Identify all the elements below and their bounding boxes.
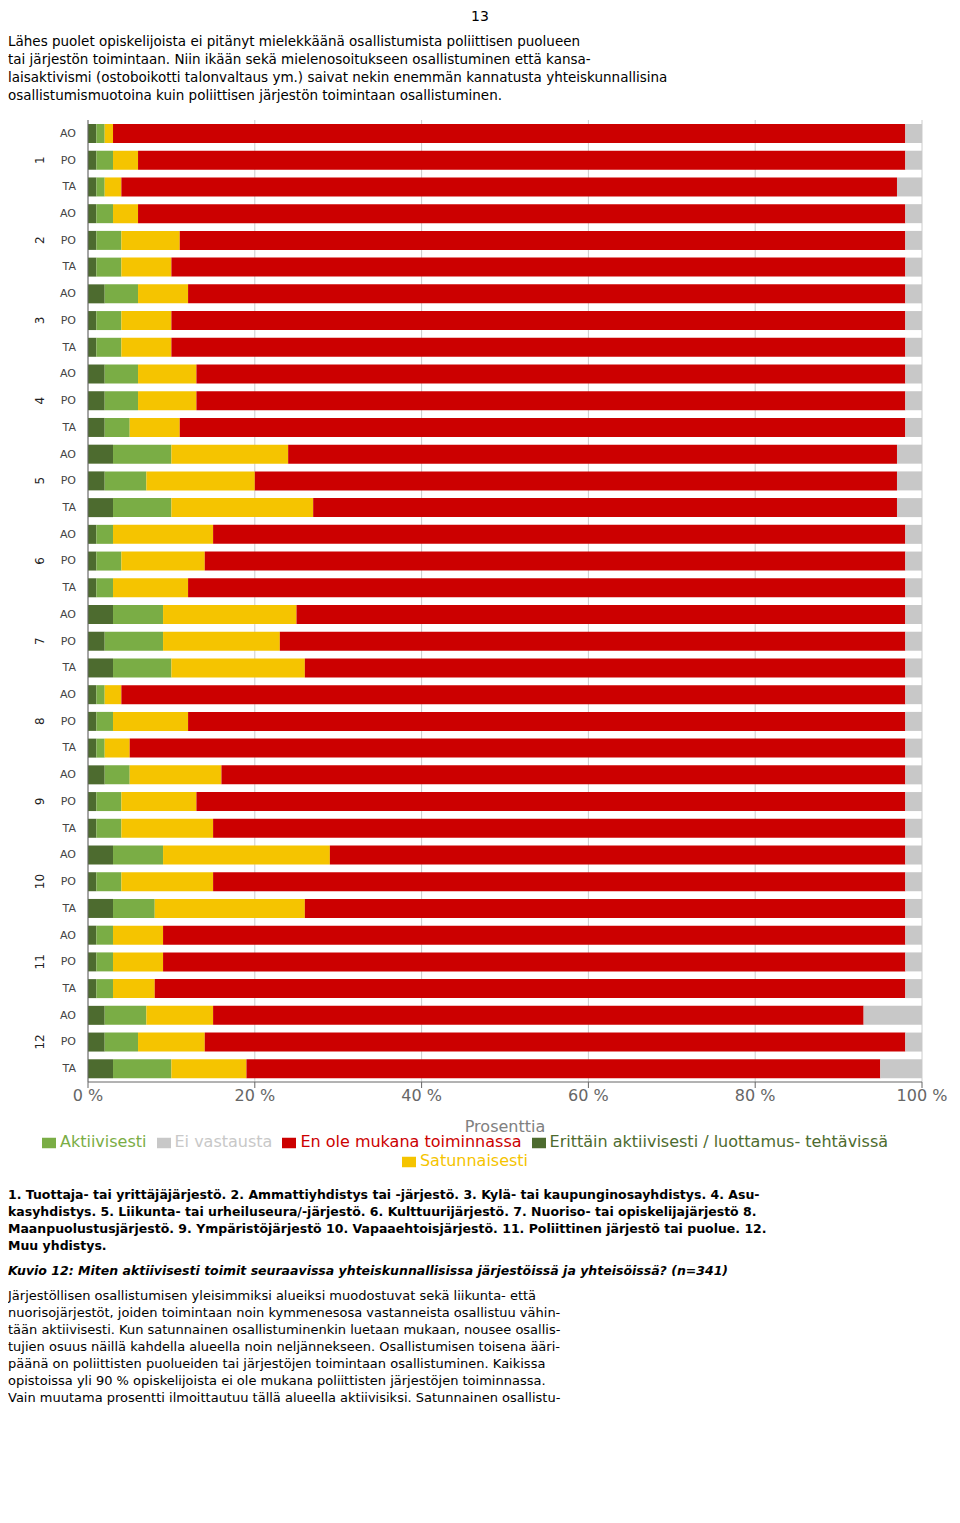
- svg-text:20 %: 20 %: [234, 1086, 275, 1105]
- svg-text:0 %: 0 %: [73, 1086, 103, 1105]
- svg-text:10: 10: [33, 874, 47, 889]
- svg-text:AO: AO: [60, 848, 76, 861]
- svg-text:PO: PO: [61, 795, 77, 808]
- svg-text:8: 8: [33, 717, 47, 725]
- svg-text:TA: TA: [62, 260, 77, 273]
- svg-text:3: 3: [33, 317, 47, 325]
- svg-text:Prosenttia: Prosenttia: [465, 1117, 546, 1136]
- svg-text:2: 2: [33, 236, 47, 244]
- svg-text:TA: TA: [62, 902, 77, 915]
- svg-text:AO: AO: [60, 127, 76, 140]
- html-text:opistoissa yli 90 % opiskelijo: opistoissa yli 90 % opiskelijoista ei ol…: [8, 1373, 546, 1388]
- html-text:nuorisojärjestöt, joiden toimi: nuorisojärjestöt, joiden toimintaan noin…: [8, 1305, 561, 1320]
- svg-text:AO: AO: [60, 929, 76, 942]
- svg-text:AO: AO: [60, 448, 76, 461]
- svg-text:AO: AO: [60, 367, 76, 380]
- svg-text:TA: TA: [62, 741, 77, 754]
- html-text:laisaktivismi (ostoboikotti ta: laisaktivismi (ostoboikotti talonvaltaus…: [8, 69, 668, 85]
- svg-text:100 %: 100 %: [897, 1086, 948, 1105]
- svg-text:PO: PO: [61, 154, 77, 167]
- svg-text:PO: PO: [61, 394, 77, 407]
- html-text:tään aktiivisesti. Kun satunna: tään aktiivisesti. Kun satunnainen osall…: [8, 1322, 561, 1337]
- svg-text:TA: TA: [62, 581, 77, 594]
- svg-text:12: 12: [33, 1034, 47, 1049]
- html-text:1. Tuottaja- tai yrittäjäjärje: 1. Tuottaja- tai yrittäjäjärjestö. 2. Am…: [8, 1187, 760, 1202]
- svg-text:80 %: 80 %: [735, 1086, 776, 1105]
- svg-text:PO: PO: [61, 234, 77, 247]
- html-text:Järjestöllisen osallistumisen: Järjestöllisen osallistumisen yleisimmik…: [8, 1288, 537, 1303]
- svg-text:PO: PO: [61, 554, 77, 567]
- svg-text:AO: AO: [60, 207, 76, 220]
- svg-text:7: 7: [33, 637, 47, 645]
- html-text:Ei vastausta: Ei vastausta: [174, 1132, 273, 1151]
- svg-text:5: 5: [33, 477, 47, 485]
- svg-text:6: 6: [33, 557, 47, 565]
- html-text:13: 13: [471, 8, 489, 24]
- html-text:tai järjestön toimintaan. Niin: tai järjestön toimintaan. Niin ikään sek…: [8, 51, 591, 67]
- html-text:tujien osuus näillä kahdella a: tujien osuus näillä kahdella alueella no…: [8, 1339, 560, 1354]
- svg-text:TA: TA: [62, 341, 77, 354]
- html-text:Vain muutama prosentti ilmoitt: Vain muutama prosentti ilmoittautuu täll…: [8, 1390, 561, 1405]
- svg-text:AO: AO: [60, 768, 76, 781]
- svg-text:4: 4: [33, 397, 47, 405]
- svg-text:PO: PO: [61, 875, 77, 888]
- html-text:osallistumismuotoina kuin poli: osallistumismuotoina kuin poliittisen jä…: [8, 87, 502, 103]
- html-text:Muu yhdistys.: Muu yhdistys.: [8, 1238, 107, 1253]
- svg-text:60 %: 60 %: [568, 1086, 609, 1105]
- html-text:Maanpuolustusjärjestö. 9. Ympä: Maanpuolustusjärjestö. 9. Ympäristöjärje…: [8, 1221, 767, 1236]
- svg-text:PO: PO: [61, 955, 77, 968]
- html-text:kasyhdistys. 5. Liikunta- tai: kasyhdistys. 5. Liikunta- tai urheiluseu…: [8, 1204, 757, 1219]
- svg-text:AO: AO: [60, 608, 76, 621]
- svg-text:11: 11: [33, 954, 47, 969]
- html-text:Erittäin aktiivisesti / luotta: Erittäin aktiivisesti / luottamus- tehtä…: [549, 1132, 888, 1151]
- svg-text:PO: PO: [61, 1035, 77, 1048]
- svg-text:TA: TA: [62, 822, 77, 835]
- svg-text:AO: AO: [60, 688, 76, 701]
- html-text:En ole mukana toiminnassa: En ole mukana toiminnassa: [300, 1132, 522, 1151]
- svg-text:PO: PO: [61, 715, 77, 728]
- svg-text:PO: PO: [61, 314, 77, 327]
- svg-text:TA: TA: [62, 1062, 77, 1075]
- svg-text:AO: AO: [60, 1009, 76, 1022]
- svg-text:TA: TA: [62, 982, 77, 995]
- svg-text:AO: AO: [60, 287, 76, 300]
- html-text:Aktiivisesti: Aktiivisesti: [60, 1132, 147, 1151]
- svg-text:PO: PO: [61, 474, 77, 487]
- svg-text:TA: TA: [62, 180, 77, 193]
- svg-text:40 %: 40 %: [401, 1086, 442, 1105]
- svg-text:AO: AO: [60, 528, 76, 541]
- html-text:Lähes puolet opiskelijoista ei: Lähes puolet opiskelijoista ei pitänyt m…: [8, 33, 581, 49]
- html-text:Satunnaisesti: Satunnaisesti: [419, 1151, 529, 1170]
- svg-text:PO: PO: [61, 635, 77, 648]
- svg-text:TA: TA: [62, 501, 77, 514]
- svg-text:9: 9: [33, 798, 47, 806]
- html-text:Kuvio 12: Miten aktiivisesti t: Kuvio 12: Miten aktiivisesti toimit seur…: [8, 1263, 729, 1278]
- svg-text:1: 1: [33, 156, 47, 164]
- html-text:päänä on poliittisten puolueid: päänä on poliittisten puolueiden tai jär…: [8, 1356, 546, 1371]
- svg-text:TA: TA: [62, 421, 77, 434]
- svg-text:TA: TA: [62, 661, 77, 674]
